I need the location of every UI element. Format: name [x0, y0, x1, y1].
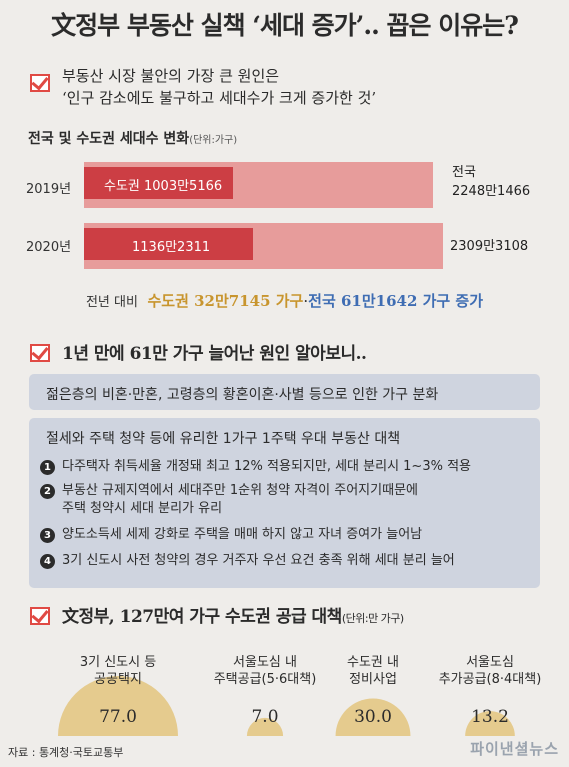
section1-line1: 부동산 시장 불안의 가장 큰 원인은: [62, 67, 280, 85]
check-icon-3: [30, 607, 50, 625]
bar-metro-2019: [84, 167, 234, 199]
yoy-sep: ·: [303, 292, 309, 310]
reason2-item-4: 3기 신도시 사전 청약의 경우 거주자 우선 요건 충족 위해 세대 분리 늘…: [62, 553, 455, 568]
year-label-2019: 2019년: [26, 182, 72, 197]
reason2-item-1: 다주택자 취득세율 개정돼 최고 12% 적용되지만, 세대 분리시 1~3% …: [62, 459, 472, 474]
year-label-2020: 2020년: [26, 240, 72, 255]
supply-label-1: 3기 신도시 등 공공택지: [53, 654, 183, 688]
reason2-heading: 절세와 주택 청약 등에 유리한 1가구 1주택 우대 부동산 대책: [46, 431, 401, 447]
supply-label-1b: 공공택지: [94, 672, 142, 687]
supply-label-3b: 정비사업: [349, 672, 397, 687]
supply-label-4a: 서울도심: [466, 655, 514, 670]
yoy-nation: 전국 61만1642 가구 증가: [308, 292, 484, 310]
check-icon-2: [30, 344, 50, 362]
supply-value-4: 13.2: [471, 707, 509, 727]
supply-bubble-1: [58, 676, 178, 736]
section3-unit: (단위:만 가구): [341, 612, 404, 625]
supply-label-2b: 주택공급(5·6대책): [213, 672, 317, 687]
supply-bubble-3: [335, 698, 411, 736]
supply-value-2: 7.0: [251, 707, 279, 727]
yoy-label: 전년 대비: [85, 295, 138, 310]
supply-bubble-4: [465, 711, 515, 736]
check-icon: [30, 74, 50, 92]
yoy-summary: 전년 대비 수도권 32만7145 가구·전국 61만1642 가구 증가: [0, 290, 569, 311]
reason2-item-2: 부동산 규제지역에서 세대주만 1순위 청약 자격이 주어지기때문에: [62, 483, 418, 498]
supply-label-3: 수도권 내 정비사업: [308, 654, 438, 688]
supply-label-4: 서울도심 추가공급(8·4대책): [425, 654, 555, 688]
bar-metro-2020: [84, 228, 253, 260]
supply-label-2: 서울도심 내 주택공급(5·6대책): [200, 654, 330, 688]
publisher-logo: 파이낸셜뉴스: [470, 740, 559, 758]
bar-label-metro-2019: 수도권 1003만5166: [104, 179, 223, 194]
bullet-2: 2: [40, 484, 55, 499]
bullet-4: 4: [40, 554, 55, 569]
section1-line2: ‘인구 감소에도 불구하고 세대수가 크게 증가한 것’: [62, 89, 377, 107]
section3-heading-text: 文정부, 127만여 가구 수도권 공급 대책: [62, 607, 342, 627]
supply-label-1a: 3기 신도시 등: [79, 655, 157, 670]
reason1-text: 젊은층의 비혼·만혼, 고령층의 황혼이혼·사별 등으로 인한 가구 분화: [46, 387, 439, 403]
source-note: 자료 : 통계청·국토교통부: [8, 746, 124, 759]
supply-label-4b: 추가공급(8·4대책): [438, 672, 542, 687]
supply-bubble-chart: [58, 676, 515, 736]
yoy-metro: 수도권 32만7145 가구: [147, 292, 304, 310]
supply-label-2a: 서울도심 내: [233, 655, 297, 670]
chart-title-text: 전국 및 수도권 세대수 변화: [28, 131, 190, 147]
supply-value-3: 30.0: [354, 707, 392, 727]
bar-label-metro-2020: 1136만2311: [132, 240, 211, 255]
section2-heading: 1년 만에 61만 가구 늘어난 원인 알아보니..: [62, 344, 367, 364]
bullet-3: 3: [40, 528, 55, 543]
supply-bubble-2: [246, 717, 284, 736]
bar-label-nation-2020: 2309만3108: [450, 239, 529, 254]
reason2-item-2-cont: 주택 청약시 세대 분리가 유리: [62, 501, 223, 516]
reason2-box: [29, 418, 540, 588]
bar-label-nation-2019-b: 2248만1466: [452, 184, 531, 199]
chart-title: 전국 및 수도권 세대수 변화(단위:가구): [28, 128, 237, 148]
chart-unit: (단위:가구): [189, 135, 238, 146]
reason2-item-3: 양도소득세 세제 강화로 주택을 매매 하지 않고 자녀 증여가 늘어남: [62, 527, 423, 542]
bar-label-nation-2019-a: 전국: [452, 165, 476, 180]
page-title: 文정부 부동산 실책 ‘세대 증가’.. 꼽은 이유는?: [51, 11, 519, 40]
section3-heading: 文정부, 127만여 가구 수도권 공급 대책(단위:만 가구): [62, 602, 404, 627]
supply-value-1: 77.0: [99, 707, 137, 727]
reason1-box: [29, 374, 540, 410]
bullet-1: 1: [40, 460, 55, 475]
supply-label-3a: 수도권 내: [347, 655, 399, 670]
